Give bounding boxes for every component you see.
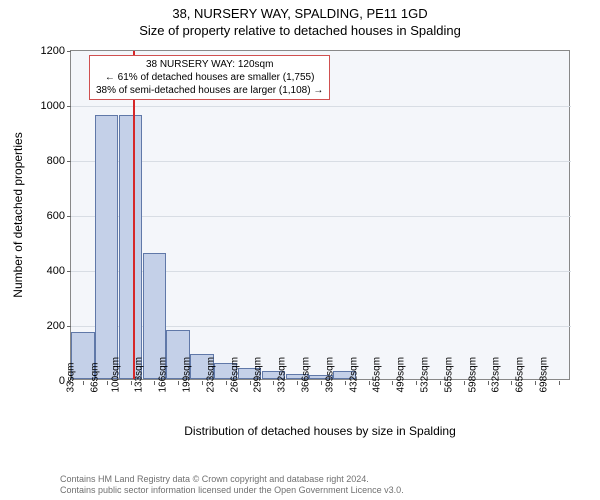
xtick-mark [83, 381, 84, 385]
xtick-label: 166sqm [158, 357, 169, 393]
xtick-mark [178, 381, 179, 385]
xtick-label: 266sqm [229, 357, 240, 393]
xtick-mark [226, 381, 227, 385]
gridline [71, 216, 571, 217]
footer-line-1: Contains HM Land Registry data © Crown c… [60, 474, 404, 485]
xtick-label: 33sqm [65, 362, 76, 392]
y-axis-label: Number of detached properties [11, 132, 25, 297]
ytick-label: 1000 [41, 100, 65, 112]
gridline [71, 161, 571, 162]
xtick-label: 632sqm [491, 357, 502, 393]
xtick-label: 698sqm [539, 357, 550, 393]
xtick-mark [392, 381, 393, 385]
xtick-label: 399sqm [325, 357, 336, 393]
histogram-chart: 02004006008001000120033sqm66sqm100sqm133… [70, 50, 570, 410]
xtick-label: 665sqm [515, 357, 526, 393]
xtick-label: 432sqm [348, 357, 359, 393]
property-marker-line [133, 51, 135, 379]
xtick-label: 100sqm [110, 357, 121, 393]
plot-area: 02004006008001000120033sqm66sqm100sqm133… [70, 50, 570, 380]
page-title-address: 38, NURSERY WAY, SPALDING, PE11 1GD [0, 0, 600, 21]
x-axis-label: Distribution of detached houses by size … [184, 424, 456, 438]
xtick-label: 499sqm [396, 357, 407, 393]
ytick-mark [67, 51, 71, 52]
xtick-mark [345, 381, 346, 385]
footer-attribution: Contains HM Land Registry data © Crown c… [60, 474, 404, 497]
ytick-label: 0 [59, 375, 65, 387]
xtick-mark [535, 381, 536, 385]
xtick-label: 299sqm [253, 357, 264, 393]
footer-line-2: Contains public sector information licen… [60, 485, 404, 496]
xtick-mark [488, 381, 489, 385]
ytick-mark [67, 216, 71, 217]
xtick-mark [297, 381, 298, 385]
ytick-mark [67, 106, 71, 107]
page-title-subtitle: Size of property relative to detached ho… [0, 21, 600, 38]
xtick-label: 233sqm [205, 357, 216, 393]
ytick-label: 200 [47, 320, 65, 332]
ytick-mark [67, 271, 71, 272]
histogram-bar [119, 115, 142, 379]
xtick-label: 133sqm [134, 357, 145, 393]
ytick-label: 600 [47, 210, 65, 222]
gridline [71, 106, 571, 107]
xtick-mark [154, 381, 155, 385]
xtick-mark [202, 381, 203, 385]
ytick-mark [67, 161, 71, 162]
ytick-mark [67, 326, 71, 327]
xtick-label: 565sqm [444, 357, 455, 393]
xtick-mark [464, 381, 465, 385]
info-box-line3: 38% of semi-detached houses are larger (… [96, 84, 323, 97]
xtick-mark [511, 381, 512, 385]
xtick-mark [273, 381, 274, 385]
property-info-box: 38 NURSERY WAY: 120sqm← 61% of detached … [89, 55, 330, 100]
xtick-mark [416, 381, 417, 385]
xtick-mark [369, 381, 370, 385]
xtick-label: 332sqm [277, 357, 288, 393]
ytick-label: 1200 [41, 45, 65, 57]
xtick-label: 465sqm [372, 357, 383, 393]
ytick-label: 400 [47, 265, 65, 277]
xtick-mark [250, 381, 251, 385]
xtick-label: 66sqm [89, 362, 100, 392]
xtick-mark [559, 381, 560, 385]
xtick-mark [321, 381, 322, 385]
ytick-label: 800 [47, 155, 65, 167]
histogram-bar [95, 115, 118, 379]
xtick-label: 366sqm [301, 357, 312, 393]
info-box-line2: ← 61% of detached houses are smaller (1,… [96, 71, 323, 84]
xtick-label: 598sqm [467, 357, 478, 393]
xtick-mark [440, 381, 441, 385]
xtick-label: 532sqm [420, 357, 431, 393]
xtick-label: 199sqm [182, 357, 193, 393]
info-box-line1: 38 NURSERY WAY: 120sqm [96, 58, 323, 71]
xtick-mark [131, 381, 132, 385]
xtick-mark [107, 381, 108, 385]
